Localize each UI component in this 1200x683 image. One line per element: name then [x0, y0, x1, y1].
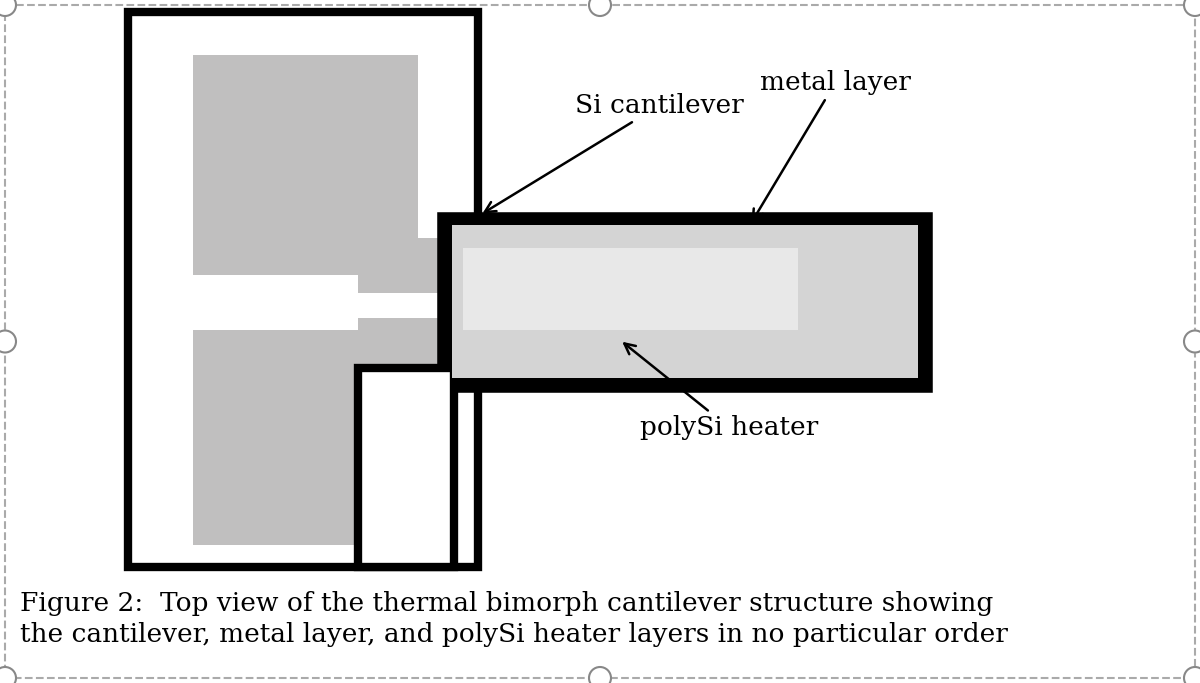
- Text: the cantilever, metal layer, and polySi heater layers in no particular order: the cantilever, metal layer, and polySi …: [20, 622, 1008, 647]
- Circle shape: [0, 0, 16, 16]
- Circle shape: [589, 0, 611, 16]
- Text: metal layer: metal layer: [752, 70, 911, 220]
- Bar: [440, 215, 930, 390]
- Circle shape: [0, 331, 16, 352]
- Bar: [374, 380, 437, 555]
- Circle shape: [1184, 0, 1200, 16]
- Text: polySi heater: polySi heater: [624, 344, 818, 440]
- Text: Figure 2:  Top view of the thermal bimorph cantilever structure showing: Figure 2: Top view of the thermal bimorp…: [20, 591, 994, 616]
- Circle shape: [1184, 331, 1200, 352]
- Circle shape: [0, 667, 16, 683]
- Text: Si cantilever: Si cantilever: [485, 93, 744, 212]
- Bar: [193, 55, 418, 275]
- Bar: [358, 238, 458, 293]
- Circle shape: [1184, 667, 1200, 683]
- Bar: [463, 248, 798, 330]
- Bar: [193, 330, 418, 545]
- Bar: [358, 318, 458, 373]
- Bar: [358, 368, 454, 567]
- Bar: [452, 225, 918, 378]
- Bar: [128, 12, 478, 567]
- Circle shape: [589, 667, 611, 683]
